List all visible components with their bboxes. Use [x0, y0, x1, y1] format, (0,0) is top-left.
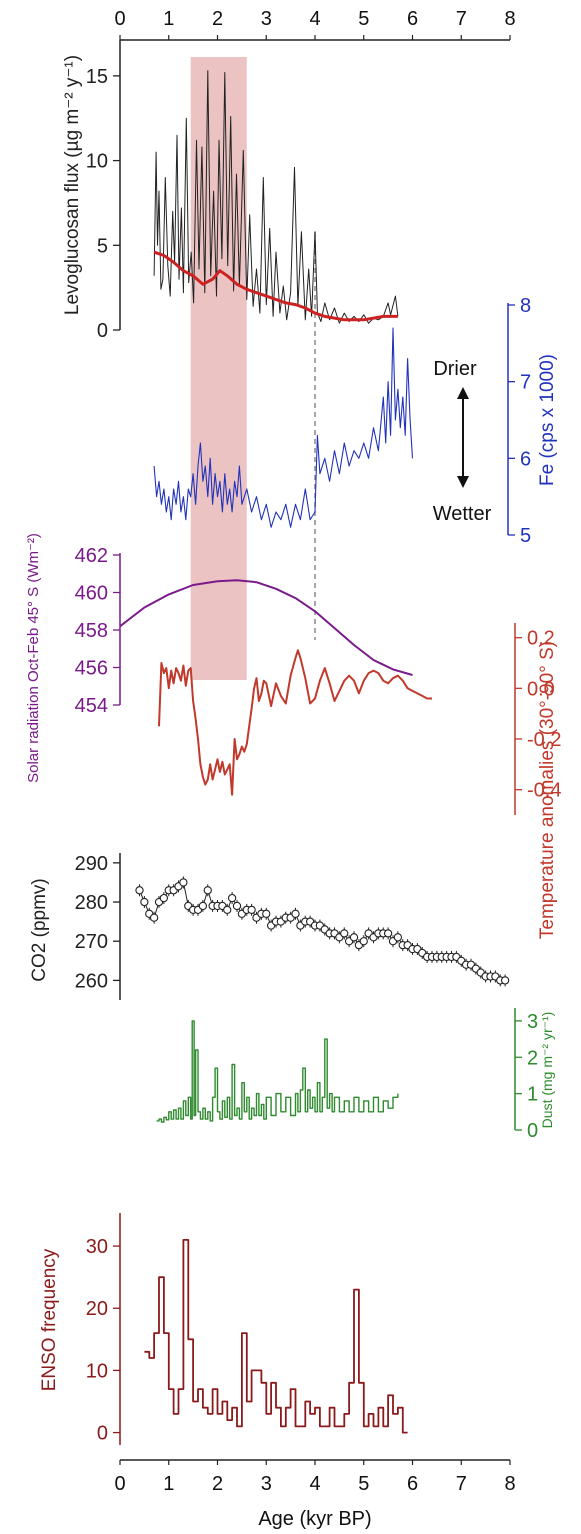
arrow-down-head	[457, 476, 469, 488]
dust-y-tick-label: 2	[527, 1047, 538, 1069]
bottom-x-tick-label: 8	[504, 1473, 515, 1495]
dust-y-axis-title: Dust (mg m⁻² yr⁻¹)	[539, 1012, 555, 1129]
co2-y-tick-label: 260	[75, 970, 108, 992]
fe-y-tick-label: 8	[520, 295, 531, 317]
bottom-x-tick-label: 5	[358, 1473, 369, 1495]
temperature-y-tick-label: -0.4	[527, 780, 561, 802]
solar-y-tick-label: 460	[75, 583, 108, 605]
top-x-tick-label: 1	[163, 8, 174, 30]
co2-point	[232, 901, 242, 911]
top-x-tick-label: 0	[114, 8, 125, 30]
co2-point	[247, 905, 256, 915]
co2-point	[159, 893, 169, 903]
co2-point	[203, 886, 212, 895]
dust-y-tick-label: 3	[527, 1011, 538, 1033]
co2-point	[349, 933, 359, 942]
enso-y-axis-title: ENSO frequency	[39, 1248, 60, 1391]
co2-point	[140, 897, 149, 907]
co2-point	[383, 929, 393, 938]
solar-y-tick-label: 454	[75, 695, 108, 717]
solar-line	[119, 579, 413, 676]
co2-y-tick-label: 280	[75, 892, 108, 914]
wetter-label: Wetter	[433, 503, 492, 525]
co2-point	[262, 909, 271, 918]
x-axis-title: Age (kyr BP)	[258, 1508, 371, 1530]
fe-y-axis-title: Fe (cps x 1000)	[537, 354, 558, 486]
bottom-x-tick-label: 7	[456, 1473, 467, 1495]
dust-y-tick-label: 0	[527, 1120, 538, 1142]
levoglucosan-raw-line	[153, 70, 399, 324]
fe-line	[153, 327, 414, 528]
enso-y-tick-label: 0	[97, 1423, 108, 1445]
solar-y-tick-label: 462	[75, 545, 108, 567]
levoglucosan-y-tick-label: 5	[97, 235, 108, 257]
temperature-y-tick-label: 0.2	[527, 628, 555, 650]
arrow-up-head	[457, 387, 469, 399]
top-x-tick-label: 6	[407, 8, 418, 30]
top-x-tick-label: 2	[212, 8, 223, 30]
enso-step-line	[144, 1239, 408, 1434]
dust-step-line	[156, 1020, 399, 1123]
levoglucosan-y-tick-label: 15	[86, 66, 108, 88]
levoglucosan-y-tick-label: 0	[97, 320, 108, 342]
solar-y-tick-label: 458	[75, 620, 108, 642]
temperature-line	[158, 649, 432, 796]
top-x-tick-label: 3	[261, 8, 272, 30]
dust-y-tick-label: 1	[527, 1084, 538, 1106]
fe-y-tick-label: 7	[520, 372, 531, 394]
co2-y-tick-label: 290	[75, 853, 108, 875]
co2-point	[135, 886, 144, 895]
bottom-x-tick-label: 4	[309, 1473, 320, 1495]
co2-y-tick-label: 270	[75, 931, 108, 953]
temperature-y-tick-label: 0.0	[527, 678, 555, 700]
co2-point	[359, 937, 368, 946]
co2-point	[227, 893, 237, 903]
bottom-x-tick-label: 3	[261, 1473, 272, 1495]
top-x-tick-label: 7	[456, 8, 467, 30]
temperature-y-axis-title: Temperature anomalies (30°-90° S)	[537, 641, 558, 939]
enso-y-tick-label: 30	[86, 1236, 108, 1258]
top-x-tick-label: 4	[309, 8, 320, 30]
co2-point	[179, 878, 188, 887]
enso-y-tick-label: 10	[86, 1360, 108, 1382]
co2-point	[500, 976, 510, 985]
solar-y-tick-label: 456	[75, 658, 108, 680]
levoglucosan-y-axis-title: Levoglucosan flux (µg m⁻² y⁻¹)	[62, 55, 83, 315]
fe-y-tick-label: 6	[520, 448, 531, 470]
co2-point	[223, 905, 232, 915]
co2-point	[340, 929, 349, 938]
fe-y-tick-label: 5	[520, 525, 531, 547]
co2-point	[198, 901, 208, 911]
series-layer	[119, 70, 510, 1434]
temperature-y-tick-label: -0.2	[527, 729, 561, 751]
bottom-x-tick-label: 0	[114, 1473, 125, 1495]
drier-label: Drier	[433, 358, 477, 380]
top-x-tick-label: 5	[358, 8, 369, 30]
co2-point	[149, 913, 159, 922]
top-x-tick-label: 8	[504, 8, 515, 30]
levoglucosan-smooth-line	[153, 250, 398, 322]
bottom-x-tick-label: 2	[212, 1473, 223, 1495]
co2-point	[393, 933, 403, 942]
enso-y-tick-label: 20	[86, 1298, 108, 1320]
solar-y-axis-title: Solar radiation Oct-Feb 45° S (Wm⁻²)	[25, 533, 42, 783]
bottom-x-tick-label: 1	[163, 1473, 174, 1495]
axis-layer	[113, 35, 522, 1465]
bottom-x-tick-label: 6	[407, 1473, 418, 1495]
co2-y-axis-title: CO2 (ppmv)	[29, 878, 50, 981]
co2-point	[291, 909, 300, 918]
levoglucosan-y-tick-label: 10	[86, 151, 108, 173]
